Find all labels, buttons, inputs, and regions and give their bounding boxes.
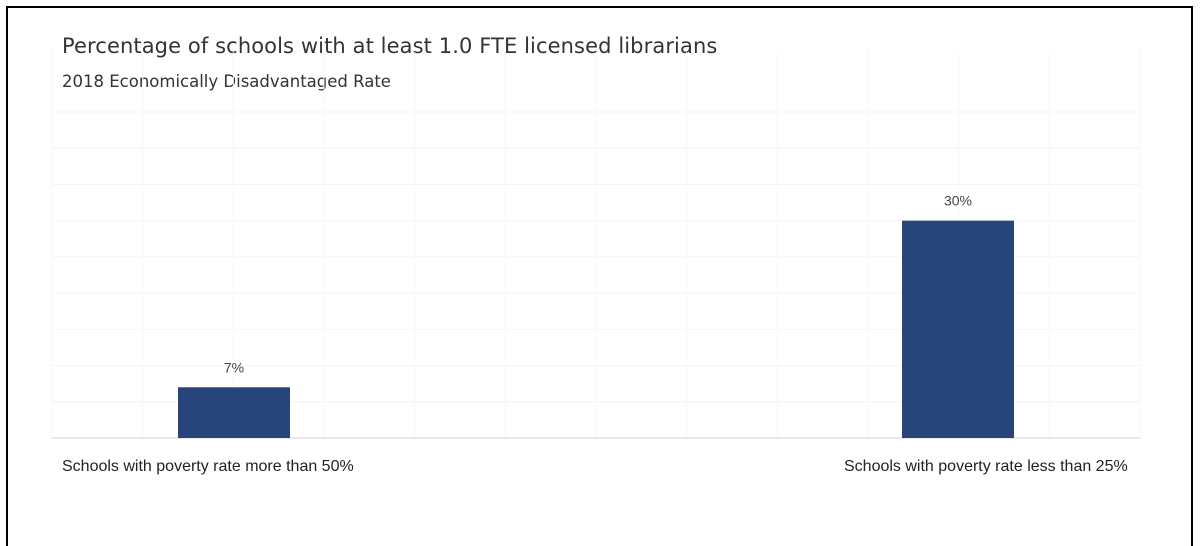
- data-label-0: 7%: [224, 359, 244, 375]
- data-label-1: 30%: [944, 193, 972, 209]
- category-label-poverty-more-than-50: Schools with poverty rate more than 50%: [62, 458, 354, 475]
- chart-subtitle: 2018 Economically Disadvantaged Rate: [62, 72, 391, 91]
- category-label-poverty-less-than-25: Schools with poverty rate less than 25%: [844, 458, 1128, 475]
- data-labels: 7% 30%: [224, 193, 972, 376]
- bar-1: [902, 220, 1014, 438]
- chart-title: Percentage of schools with at least 1.0 …: [62, 34, 718, 58]
- bar-0: [178, 387, 290, 438]
- bars: [178, 220, 1014, 438]
